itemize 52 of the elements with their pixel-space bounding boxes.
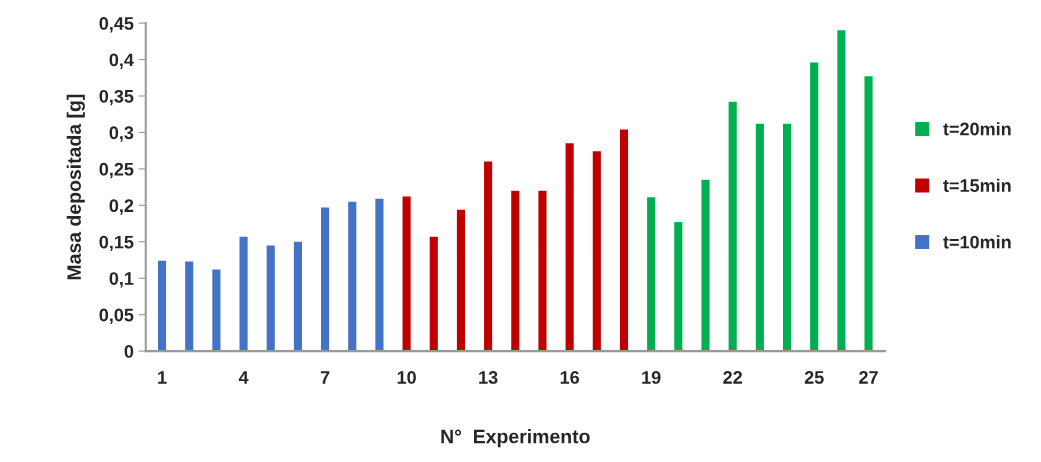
bar [183, 260, 195, 352]
legend-label: t=20min [943, 122, 1011, 136]
x-tick-label: 16 [560, 371, 580, 384]
y-tick-label: 0,4 [109, 53, 134, 69]
bar [564, 141, 576, 352]
y-tick-label: 0,1 [109, 272, 134, 288]
bar [455, 208, 467, 352]
y-tick-label: 0,15 [99, 235, 134, 252]
x-axis-title: N° Experimento [441, 429, 590, 448]
bar [238, 235, 250, 352]
bar [700, 178, 711, 352]
bar [319, 206, 331, 352]
y-tick-label: 0,3 [109, 126, 134, 142]
y-axis-title: Masa depositada [g] [66, 94, 85, 280]
y-tick-label: 0,45 [99, 17, 134, 33]
y-tick-label: 0 [124, 345, 134, 358]
x-tick-label: 13 [479, 371, 498, 384]
bar [727, 100, 739, 352]
bar [781, 122, 793, 352]
bar [210, 268, 222, 352]
x-tick-label: 4 [238, 371, 249, 384]
x-tick-label: 1 [158, 371, 167, 384]
y-tick-label: 0,2 [109, 199, 134, 215]
bar [863, 74, 874, 352]
y-tick-label: 0,25 [99, 162, 134, 179]
x-tick-label: 25 [804, 371, 824, 384]
bar [808, 61, 820, 352]
x-tick-label: 7 [320, 371, 330, 384]
legend-label: t=15min [943, 178, 1011, 192]
bar [156, 259, 168, 352]
x-tick-label: 19 [642, 371, 661, 384]
bar [346, 200, 358, 352]
bar [428, 235, 440, 352]
bar [618, 128, 630, 352]
x-tick-label: 22 [723, 371, 742, 384]
bar [835, 28, 847, 352]
bar [265, 244, 277, 352]
bar [537, 189, 548, 352]
x-tick-label: 27 [859, 371, 878, 384]
bar [401, 195, 413, 352]
bar [645, 195, 657, 352]
y-tick-label: 0,05 [99, 308, 134, 325]
bar [591, 149, 603, 352]
legend-label: t=10min [943, 235, 1011, 249]
bar [292, 240, 304, 352]
bar [754, 122, 766, 352]
bar [672, 220, 684, 352]
bar [373, 197, 385, 352]
x-tick-label: 10 [397, 371, 416, 384]
y-tick-label: 0,35 [99, 89, 134, 106]
bar [482, 160, 494, 352]
bar [509, 189, 521, 352]
